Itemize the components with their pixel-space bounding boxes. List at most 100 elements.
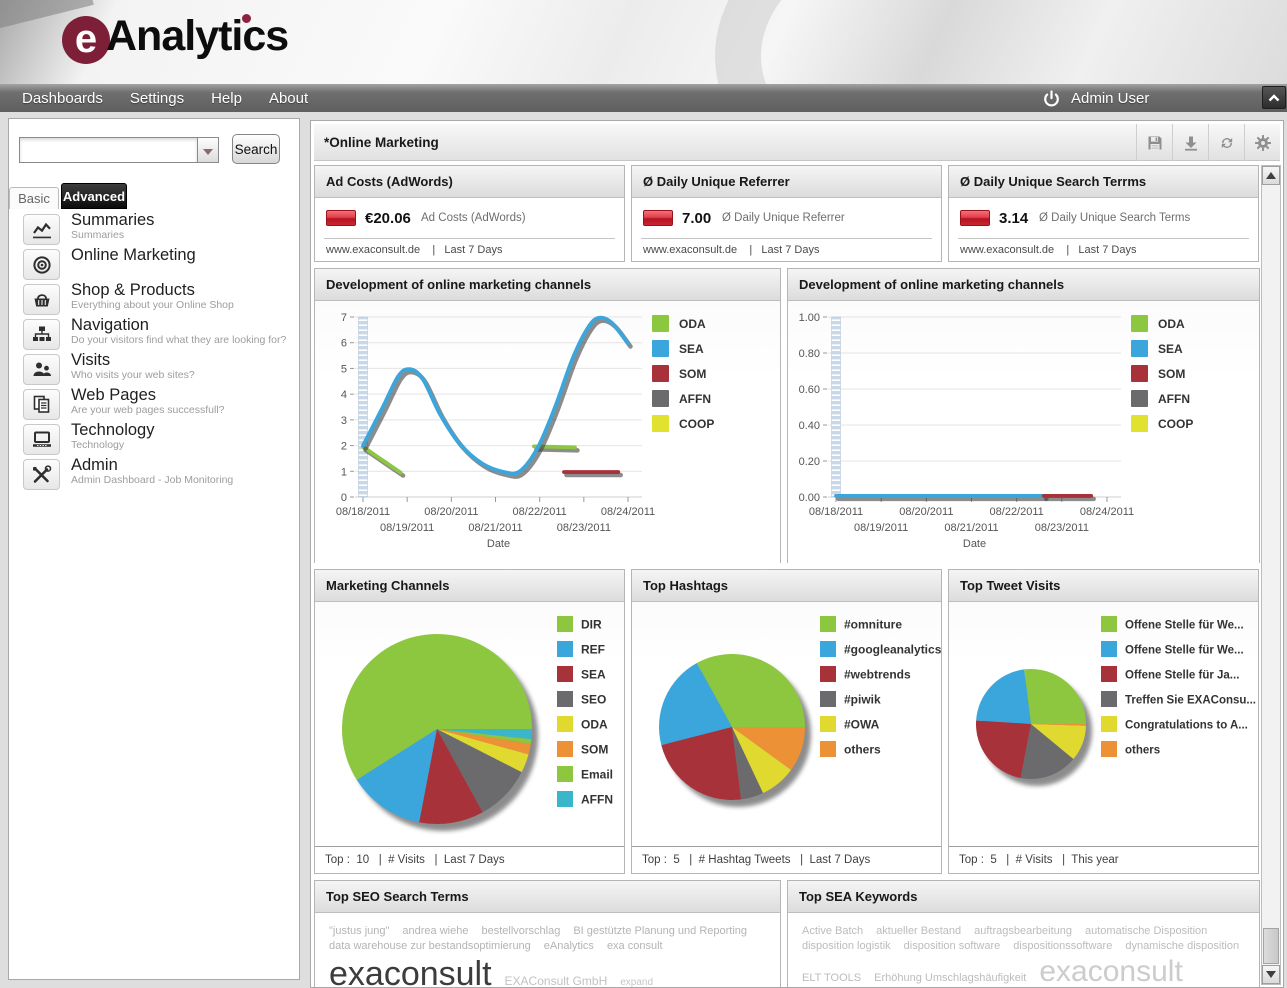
settings-button[interactable] (1244, 124, 1280, 161)
svg-text:AFFN: AFFN (1158, 392, 1190, 406)
power-icon[interactable] (1042, 89, 1061, 108)
scroll-up-button[interactable] (1262, 166, 1280, 185)
kpi-footer: www.exaconsult.de | Last 7 Days (643, 244, 820, 256)
svg-text:Treffen Sie EXAConsu...: Treffen Sie EXAConsu... (1125, 695, 1256, 707)
sidebar-item-subtitle: Admin Dashboard - Job Monitoring (71, 474, 234, 486)
svg-text:DIR: DIR (581, 618, 602, 632)
sidebar-item-technology[interactable]: Technology Technology (9, 421, 299, 458)
tools-icon (23, 459, 60, 490)
svg-text:SEO: SEO (581, 693, 606, 707)
user-menu[interactable]: Admin User (1042, 84, 1149, 112)
svg-text:08/24/2011: 08/24/2011 (1080, 506, 1134, 518)
nav-about[interactable]: About (268, 89, 309, 107)
card-title: Development of online marketing channels (788, 269, 1259, 301)
cloud-word[interactable]: bestellvorschlag (481, 925, 561, 937)
svg-text:Offene Stelle für We...: Offene Stelle für We... (1125, 645, 1244, 657)
kpi-card-ad-costs: Ad Costs (AdWords) €20.06 Ad Costs (AdWo… (314, 165, 625, 262)
svg-text:#piwik: #piwik (844, 693, 881, 707)
cloud-word[interactable]: "justus jung" (329, 925, 390, 937)
tab-advanced[interactable]: Advanced (61, 183, 127, 209)
kpi-value: 7.00 (682, 210, 712, 227)
sidebar-item-admin[interactable]: Admin Admin Dashboard - Job Monitoring (9, 456, 299, 493)
sidebar-item-summaries[interactable]: Summaries Summaries (9, 211, 299, 248)
sidebar-item-visits[interactable]: Visits Who visits your web sites? (9, 351, 299, 388)
card-title: Ø Daily Unique Search Terrms (949, 166, 1258, 198)
cloud-word[interactable]: Active Batch (802, 925, 864, 937)
svg-text:08/23/2011: 08/23/2011 (557, 522, 611, 534)
main-panel: *Online Marketing (310, 120, 1284, 988)
pie-card-top-hashtags: Top Hashtags #omniture #googleanalytics #w… (631, 569, 942, 874)
kpi-footer: www.exaconsult.de | Last 7 Days (960, 244, 1137, 256)
tab-basic[interactable]: Basic (9, 187, 59, 209)
search-input[interactable] (19, 137, 197, 163)
scroll-down-button[interactable] (1262, 965, 1280, 984)
triangle-down-icon (1266, 971, 1276, 983)
cloud-word[interactable]: EXAConsult GmbH (504, 974, 608, 988)
search-dropdown-button[interactable] (197, 137, 219, 163)
nav-help[interactable]: Help (211, 89, 242, 107)
cloud-word[interactable]: exaconsult (1039, 955, 1183, 988)
card-title: Top Hashtags (632, 570, 941, 602)
svg-text:08/23/2011: 08/23/2011 (1035, 522, 1089, 534)
cloud-word[interactable]: exa consult (606, 940, 663, 952)
cloud-word[interactable]: dynamische disposition (1125, 940, 1240, 952)
refresh-button[interactable] (1208, 124, 1244, 161)
sidebar-item-subtitle: Summaries (71, 229, 125, 241)
cloud-word[interactable]: aktueller Bestand (876, 925, 962, 937)
sidebar-item-web-pages[interactable]: Web Pages Are your web pages successfull… (9, 386, 299, 423)
cloud-word[interactable]: andrea wiehe (402, 925, 469, 937)
sidebar-item-title: Navigation (71, 316, 149, 334)
cloud-word[interactable]: auftragsbearbeitung (974, 925, 1072, 937)
cloud-word[interactable]: ELT TOOLS (802, 972, 862, 984)
line-chart-2: 0.00 0.20 0.40 0.60 0.80 1.00 08/18/2011 08/19/… (788, 301, 1259, 563)
svg-text:AFFN: AFFN (581, 793, 613, 807)
sidebar-item-subtitle: Technology (71, 439, 125, 451)
sidebar-item-title: Technology (71, 421, 155, 439)
nav-dashboards[interactable]: Dashboards (22, 89, 103, 107)
wordcloud-sea: Active Batch aktueller Bestand auftragsbea… (788, 913, 1259, 988)
cloud-word[interactable]: data warehouse zur bestandsoptimierung (329, 940, 531, 952)
sidebar-item-subtitle: Who visits your web sites? (71, 369, 195, 381)
sidebar-item-navigation[interactable]: Navigation Do your visitors find what th… (9, 316, 299, 353)
cloud-word[interactable]: dispositionssoftware (1013, 940, 1113, 952)
sidebar-item-shop-products[interactable]: Shop & Products Everything about your On… (9, 281, 299, 318)
logo-e-badge: e (62, 16, 110, 64)
svg-text:Congratulations to A...: Congratulations to A... (1125, 720, 1248, 732)
flag-icon (326, 210, 356, 226)
sidebar-item-title: Shop & Products (71, 281, 195, 299)
svg-text:ODA: ODA (581, 718, 608, 732)
collapse-panel-button[interactable] (1262, 86, 1286, 109)
svg-text:2: 2 (341, 441, 347, 453)
gear-icon (1254, 134, 1272, 152)
save-icon (1146, 134, 1164, 152)
vertical-scrollbar[interactable] (1261, 165, 1281, 985)
card-title: Top Tweet Visits (949, 570, 1258, 602)
cloud-word[interactable]: Erhöhung Umschlagshäufigkeit (874, 972, 1027, 984)
scrollbar-thumb[interactable] (1263, 928, 1279, 964)
kpi-value: €20.06 (365, 210, 411, 227)
pie-footer: Top : 5 | # Hashtag Tweets | Last 7 Days (632, 846, 941, 874)
line-chart-card-1: Development of online marketing channels… (314, 268, 781, 563)
nav-settings[interactable]: Settings (129, 89, 185, 107)
sidebar-item-online-marketing[interactable]: Online Marketing (9, 246, 299, 283)
cloud-word[interactable]: exaconsult (329, 955, 492, 988)
card-title: Ad Costs (AdWords) (315, 166, 624, 198)
cloud-word[interactable]: eAnalytics (543, 940, 594, 952)
search-button[interactable]: Search (232, 134, 280, 164)
cloud-word[interactable]: automatische Disposition (1085, 925, 1208, 937)
wordcloud-card-sea: Top SEA Keywords Active Batch aktueller B… (787, 880, 1260, 988)
cloud-word[interactable]: BI gestützte Planung und Reporting (573, 925, 748, 937)
cloud-word[interactable]: expand (620, 977, 654, 988)
svg-text:SEA: SEA (1158, 342, 1183, 356)
sidebar-item-subtitle: Do your visitors find what they are look… (71, 334, 287, 346)
save-button[interactable] (1136, 124, 1172, 161)
kpi-value: 3.14 (999, 210, 1029, 227)
sidebar-item-title: Online Marketing (71, 246, 196, 264)
export-button[interactable] (1172, 124, 1208, 161)
chart-line-icon (23, 214, 60, 245)
cloud-word[interactable]: disposition software (903, 940, 1001, 952)
cloud-word[interactable]: disposition logistik (802, 940, 891, 952)
svg-text:COOP: COOP (679, 417, 714, 431)
svg-text:08/19/2011: 08/19/2011 (380, 522, 434, 534)
svg-text:08/24/2011: 08/24/2011 (601, 506, 655, 518)
